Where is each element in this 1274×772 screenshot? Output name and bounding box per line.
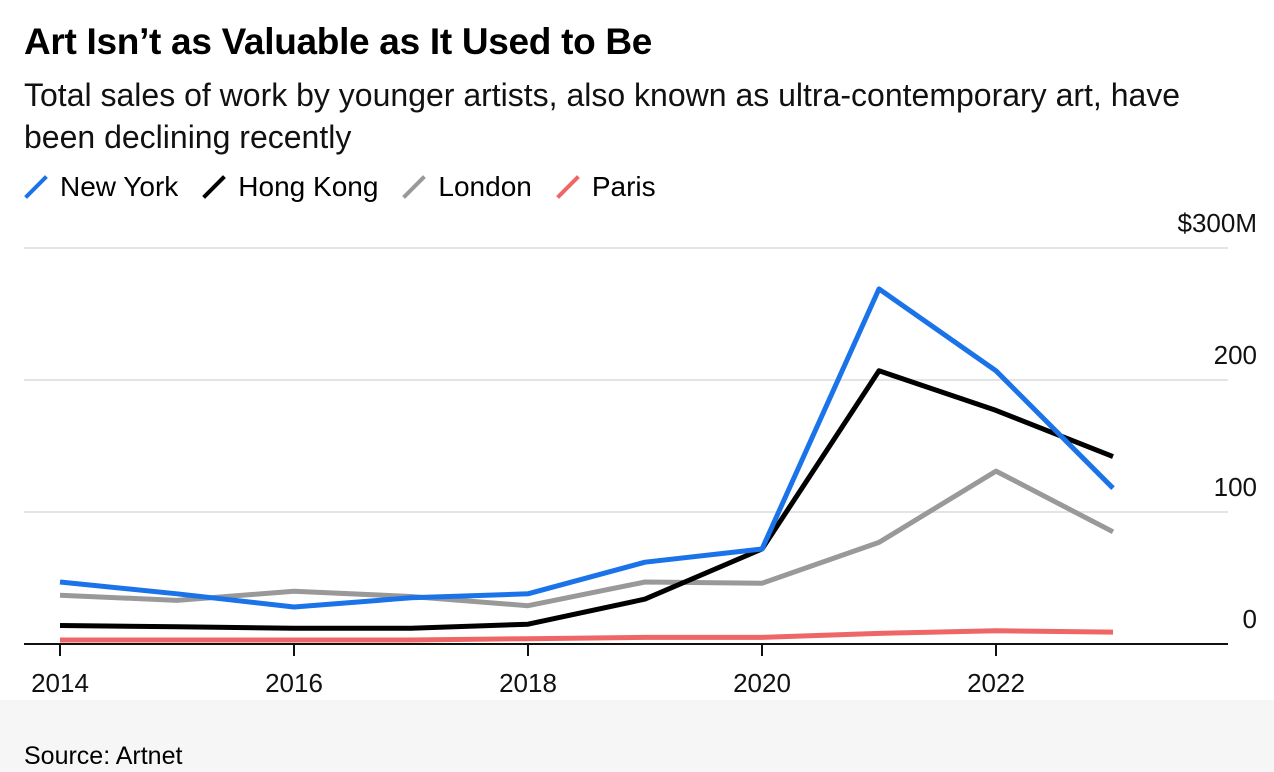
legend-label-new-york: New York [60, 171, 179, 202]
x-tick-label-2018: 2018 [499, 668, 557, 698]
y-tick-label-100: 100 [1214, 472, 1257, 502]
legend-swatch-paris [556, 175, 580, 199]
legend-item-paris: Paris [556, 171, 656, 203]
legend-item-new-york: New York [24, 171, 178, 203]
legend-swatch-london [402, 175, 427, 199]
legend-item-hong-kong: Hong Kong [202, 171, 378, 203]
legend-swatch-hong-kong [202, 175, 227, 199]
series-line-london [59, 468, 1115, 609]
legend-label-paris: Paris [591, 171, 656, 202]
x-tick-label-2014: 2014 [31, 668, 89, 698]
y-tick-label-200: 200 [1214, 340, 1257, 370]
chart-title: Art Isn’t as Valuable as It Used to Be [24, 21, 653, 62]
legend-label-london: London [438, 171, 532, 202]
series-line-new-york [59, 286, 1115, 610]
series-line-paris [60, 628, 1114, 643]
series-line-hong-kong [59, 368, 1114, 631]
y-tick-label-300: $300M [1178, 208, 1258, 238]
legend-swatch-new-york [24, 175, 48, 199]
x-tick-label-2022: 2022 [967, 668, 1025, 698]
chart-subtitle: Total sales of work by younger artists, … [24, 77, 1181, 155]
legend-item-london: London [402, 171, 532, 203]
source-note: Source: Artnet [24, 742, 183, 770]
x-tick-label-2016: 2016 [265, 668, 323, 698]
legend: New York Hong Kong London Paris [24, 168, 680, 206]
footer-band [0, 700, 1274, 772]
y-tick-label-0: 0 [1243, 604, 1257, 634]
x-tick-label-2020: 2020 [733, 668, 791, 698]
legend-label-hong-kong: Hong Kong [238, 171, 379, 202]
